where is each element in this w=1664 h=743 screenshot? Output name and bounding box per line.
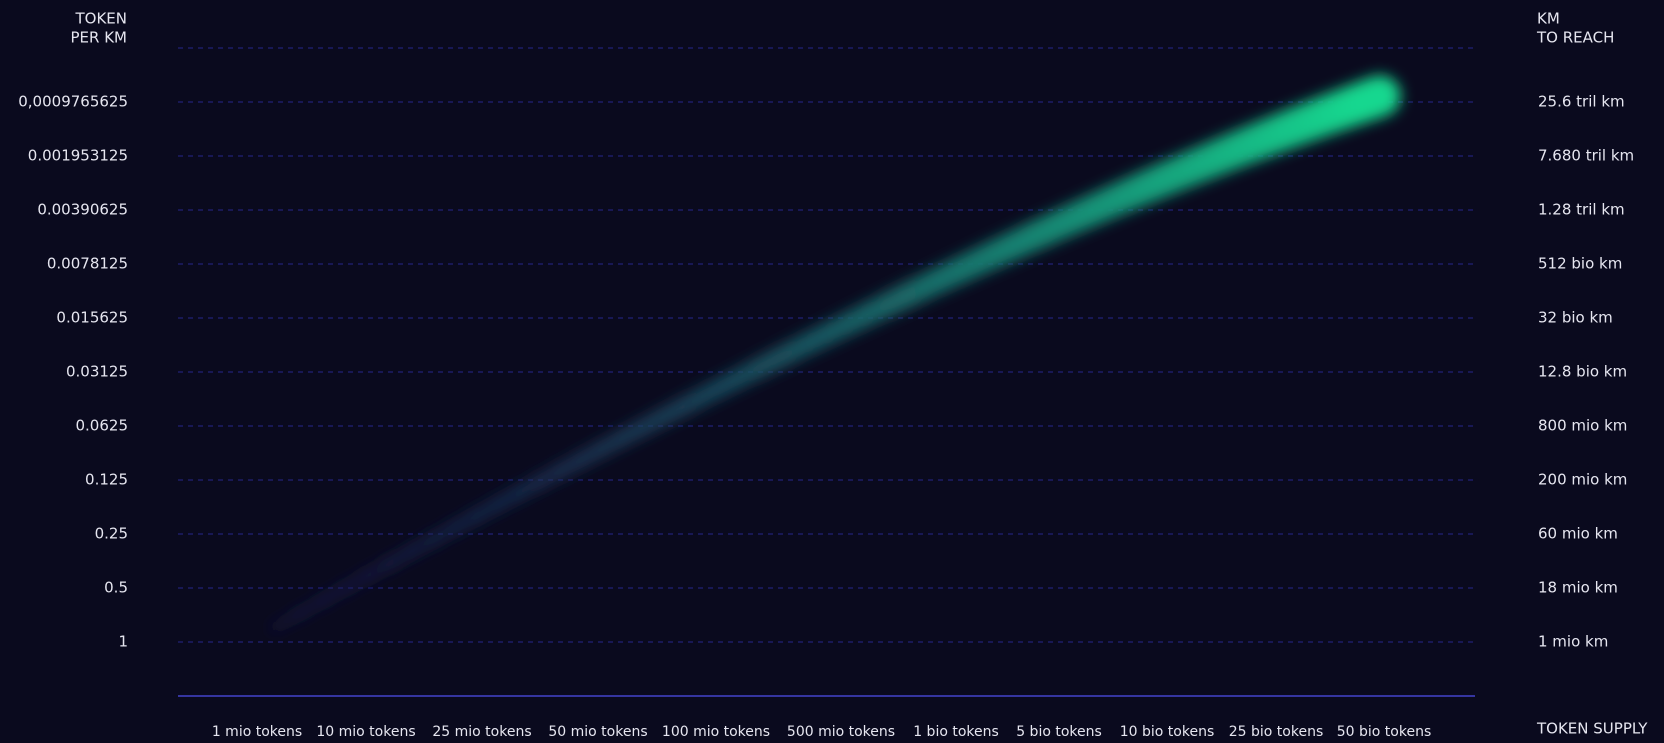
x-axis-label: 500 mio tokens [787, 724, 895, 740]
left-axis-label: 0.0625 [76, 417, 129, 435]
x-axis-label: 1 bio tokens [913, 724, 999, 740]
left-axis-label: 0.015625 [56, 309, 128, 327]
x-axis-label: 10 mio tokens [316, 724, 415, 740]
x-axis-label: 100 mio tokens [662, 724, 770, 740]
right-axis-label: 60 mio km [1538, 525, 1618, 543]
right-axis-label: 7.680 tril km [1538, 147, 1634, 165]
left-axis-label: 0.25 [95, 525, 128, 543]
left-axis-label: 0.00390625 [37, 201, 128, 219]
left-axis-label: 0.5 [104, 579, 128, 597]
x-axis-label: 50 mio tokens [548, 724, 647, 740]
x-axis-label: 25 mio tokens [432, 724, 531, 740]
x-axis-label: 1 mio tokens [212, 724, 302, 740]
right-axis-label: 200 mio km [1538, 471, 1627, 489]
right-axis-label: 1.28 tril km [1538, 201, 1625, 219]
curve-segment [1345, 75, 1401, 122]
x-axis-label: 25 bio tokens [1229, 724, 1324, 740]
left-axis-label: 0.03125 [66, 363, 128, 381]
right-axis-label: 25.6 tril km [1538, 93, 1625, 111]
right-axis-title: TO REACH [1536, 29, 1614, 47]
right-axis-label: 12.8 bio km [1538, 363, 1627, 381]
left-axis-label: 0.001953125 [28, 147, 128, 165]
right-axis-label: 512 bio km [1538, 255, 1622, 273]
left-axis-label: 0.0078125 [47, 255, 128, 273]
x-axis-title: TOKEN SUPPLY [1536, 720, 1648, 738]
x-axis-label: 10 bio tokens [1120, 724, 1215, 740]
left-axis-label: 1 [118, 633, 128, 651]
right-axis-label: 32 bio km [1538, 309, 1613, 327]
x-axis-label: 5 bio tokens [1016, 724, 1102, 740]
curve [270, 75, 1401, 632]
right-axis-label: 18 mio km [1538, 579, 1618, 597]
left-axis-label: 0.125 [85, 471, 128, 489]
right-axis-label: 1 mio km [1538, 633, 1608, 651]
left-axis-title: TOKEN [74, 10, 127, 28]
left-axis-title: PER KM [71, 29, 128, 47]
right-axis-label: 800 mio km [1538, 417, 1627, 435]
right-axis-title: KM [1537, 10, 1560, 28]
x-axis-label: 50 bio tokens [1337, 724, 1432, 740]
left-axis-label: 0,0009765625 [18, 93, 128, 111]
